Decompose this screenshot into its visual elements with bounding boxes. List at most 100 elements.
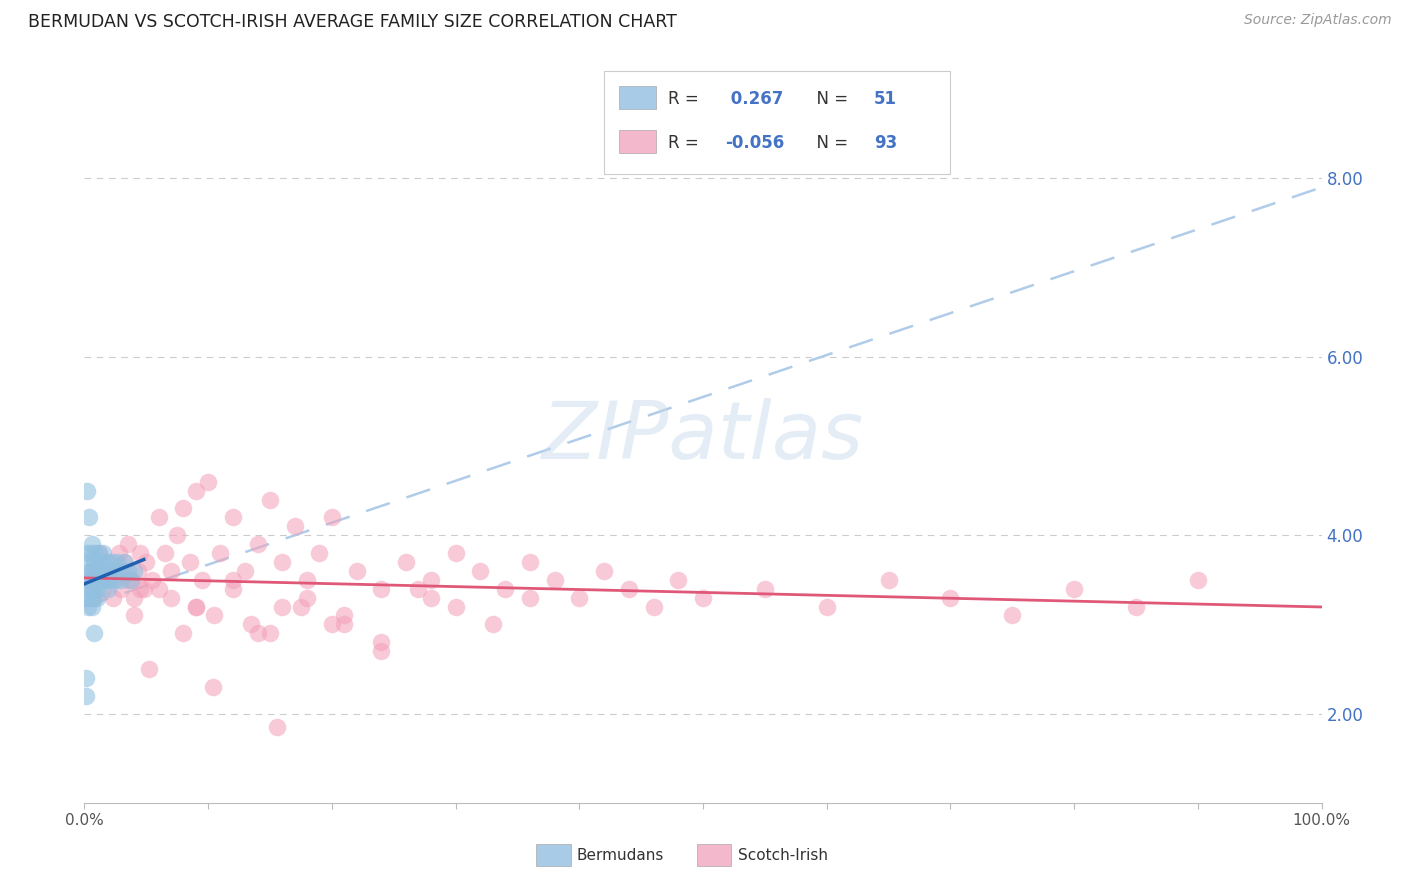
Point <box>101 564 124 578</box>
Point <box>1125 599 1147 614</box>
Point <box>153 546 176 560</box>
Point <box>112 555 135 569</box>
Point <box>80 599 103 614</box>
Point <box>333 617 356 632</box>
Point <box>122 564 145 578</box>
Point <box>370 582 392 596</box>
Point <box>202 680 225 694</box>
Point <box>494 582 516 596</box>
Text: -0.056: -0.056 <box>725 134 785 152</box>
Point <box>76 483 98 498</box>
Point <box>93 564 115 578</box>
Point <box>333 608 356 623</box>
Text: Scotch-Irish: Scotch-Irish <box>738 848 828 863</box>
Text: BERMUDAN VS SCOTCH-IRISH AVERAGE FAMILY SIZE CORRELATION CHART: BERMUDAN VS SCOTCH-IRISH AVERAGE FAMILY … <box>28 13 678 31</box>
Point <box>117 537 139 551</box>
Point <box>877 573 900 587</box>
Point <box>79 591 101 605</box>
Point <box>160 591 183 605</box>
Point <box>110 573 132 587</box>
Point <box>97 582 120 596</box>
Point <box>259 626 281 640</box>
Point <box>114 555 136 569</box>
Point <box>77 573 100 587</box>
Point <box>129 546 152 560</box>
Point <box>87 555 110 569</box>
Point <box>132 582 155 596</box>
Text: 0.267: 0.267 <box>725 90 783 108</box>
Point <box>104 564 127 578</box>
Text: ZIPatlas: ZIPatlas <box>541 398 865 476</box>
Point <box>259 492 281 507</box>
Point <box>94 573 117 587</box>
Point <box>101 591 124 605</box>
Point <box>98 564 121 578</box>
Point <box>86 564 108 578</box>
Point <box>184 599 207 614</box>
Point <box>519 555 541 569</box>
Point <box>184 599 207 614</box>
Point <box>419 591 441 605</box>
Point <box>138 662 160 676</box>
Point <box>1063 582 1085 596</box>
Point <box>284 519 307 533</box>
Point <box>77 555 100 569</box>
Point <box>80 582 103 596</box>
Point <box>481 617 503 632</box>
Point <box>617 582 640 596</box>
Point <box>246 626 269 640</box>
Point <box>197 475 219 489</box>
Point <box>643 599 665 614</box>
Point <box>83 591 105 605</box>
Point <box>135 555 157 569</box>
Point <box>308 546 330 560</box>
Point <box>108 564 131 578</box>
Point <box>593 564 616 578</box>
Point <box>444 546 467 560</box>
Point <box>77 599 100 614</box>
Point <box>82 591 104 605</box>
Point <box>166 528 188 542</box>
Point <box>75 671 97 685</box>
Text: R =: R = <box>668 90 704 108</box>
Point <box>754 582 776 596</box>
Point <box>370 635 392 649</box>
Point <box>96 555 118 569</box>
Point <box>80 564 103 578</box>
Point <box>117 573 139 587</box>
Point <box>86 564 108 578</box>
Point <box>148 510 170 524</box>
Point <box>76 546 98 560</box>
FancyBboxPatch shape <box>619 130 657 153</box>
Point <box>295 591 318 605</box>
Point <box>89 546 111 560</box>
Point <box>127 564 149 578</box>
Point <box>666 573 689 587</box>
Point <box>519 591 541 605</box>
Point <box>79 573 101 587</box>
Point <box>120 573 142 587</box>
Text: Bermudans: Bermudans <box>576 848 664 863</box>
Point <box>321 510 343 524</box>
Point <box>83 626 105 640</box>
Point <box>98 573 121 587</box>
Point <box>89 564 111 578</box>
Point <box>82 564 104 578</box>
Point <box>96 555 118 569</box>
FancyBboxPatch shape <box>605 71 950 174</box>
Point <box>419 573 441 587</box>
Point <box>83 555 105 569</box>
Point <box>444 599 467 614</box>
Point <box>100 555 122 569</box>
Point <box>209 546 232 560</box>
Point <box>346 564 368 578</box>
Point <box>87 582 110 596</box>
Point <box>321 617 343 632</box>
Point <box>141 573 163 587</box>
Point <box>222 510 245 524</box>
Point <box>470 564 492 578</box>
FancyBboxPatch shape <box>697 845 731 866</box>
Point <box>246 537 269 551</box>
Text: R =: R = <box>668 134 704 152</box>
Point <box>76 591 98 605</box>
